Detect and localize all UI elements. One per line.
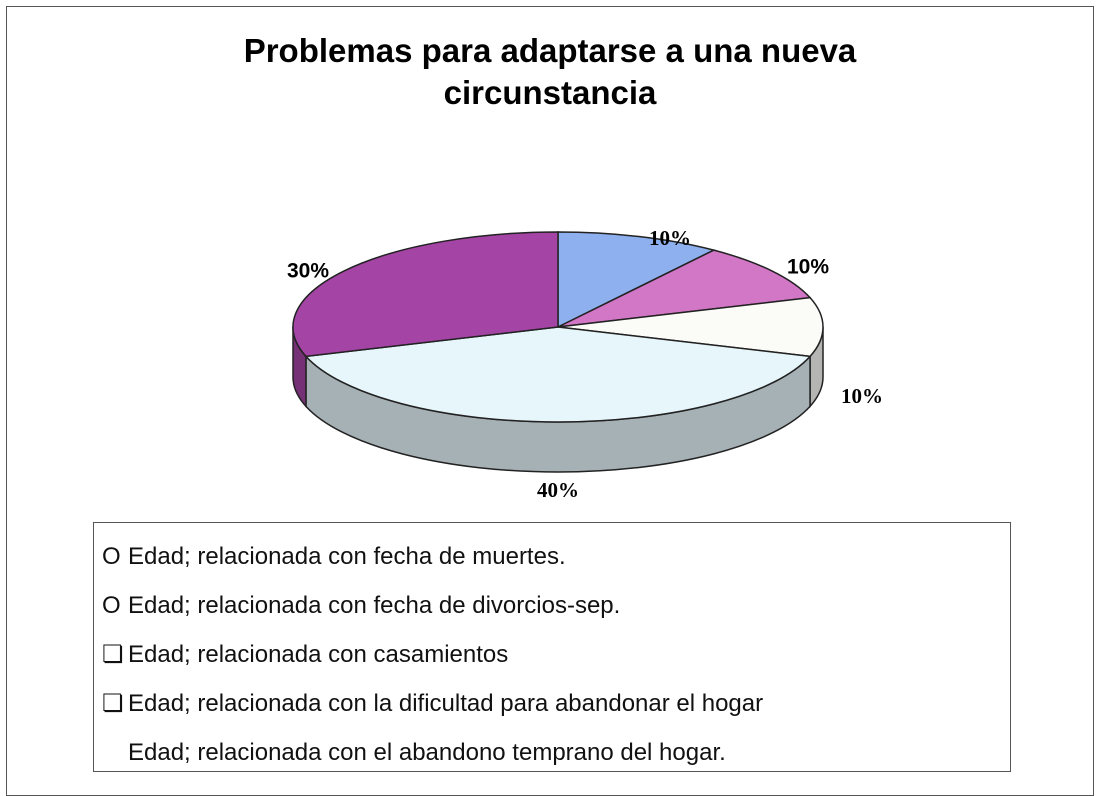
pie-slice [557,249,812,328]
data-label: 30% [287,260,329,283]
legend-row: O Edad; relacionada con fecha de divorcio… [102,592,621,619]
pie-slice [304,326,812,423]
pie-slice [557,231,716,329]
legend-row: Edad; relacionada con el abandono tempra… [102,738,726,768]
data-label: 10% [649,226,691,250]
legend-row: ❏ Edad; relacionada con casamientos [102,641,509,668]
legend-row: ❏ Edad; relacionada con la dificultad par… [102,690,764,717]
data-label: 10% [787,256,829,279]
legend-row: O Edad; relacionada con fecha de muertes. [102,543,566,570]
legend-entry: Edad; relacionada con el abandono tempra… [128,739,726,766]
legend-entry: Edad; relacionada con casamientos [128,641,509,668]
legend-entry: Edad; relacionada con fecha de divorcios… [128,592,621,619]
legend-entry: Edad; relacionada con fecha de muertes. [128,543,566,570]
pie-slice [557,296,824,358]
legend: O Edad; relacionada con fecha de muertes.… [93,522,1011,772]
chart: 10% 10% 10% 40% 30% [287,226,883,502]
data-label: 40% [537,478,579,502]
chart-title: Problemas para adaptarse a una nueva cir… [243,32,857,111]
legend-entry: Edad; relacionada con la dificultad para… [128,690,764,717]
pie-slice [292,231,559,358]
data-label: 10% [841,384,883,408]
